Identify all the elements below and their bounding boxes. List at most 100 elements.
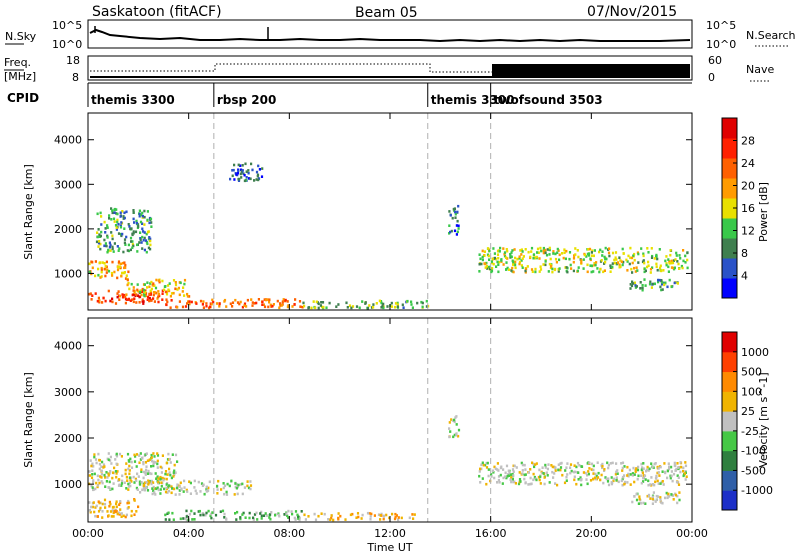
heat-cell xyxy=(668,465,671,469)
heat-cell xyxy=(120,274,123,278)
heat-cell xyxy=(665,263,668,267)
heat-cell xyxy=(152,297,155,300)
heat-cell xyxy=(239,517,242,521)
heat-cell xyxy=(664,259,667,263)
heat-cell xyxy=(609,264,612,267)
heat-cell xyxy=(136,283,139,286)
heat-cell xyxy=(499,473,502,477)
heat-cell xyxy=(377,513,381,516)
heat-cell xyxy=(369,517,372,521)
heat-cell xyxy=(576,269,579,273)
heat-cell xyxy=(127,501,131,505)
heat-cell xyxy=(564,469,567,472)
heat-cell xyxy=(603,262,606,265)
heat-cell xyxy=(96,474,99,478)
heat-cell xyxy=(549,257,552,261)
heat-cell xyxy=(268,298,271,301)
heat-cell xyxy=(240,168,243,172)
heat-cell xyxy=(577,471,580,474)
heat-cell xyxy=(665,491,668,495)
heat-cell xyxy=(582,471,585,474)
heat-cell xyxy=(94,260,97,263)
heat-cell xyxy=(131,233,134,237)
heat-cell xyxy=(230,479,233,483)
heat-cell xyxy=(490,475,493,478)
heat-cell xyxy=(111,476,114,480)
heat-cell xyxy=(660,279,663,282)
heat-cell xyxy=(478,474,481,478)
heat-cell xyxy=(665,255,668,258)
heat-cell xyxy=(157,300,160,304)
heat-cell xyxy=(631,472,634,475)
heat-cell xyxy=(137,505,140,509)
heat-cell xyxy=(514,260,517,264)
nave-trace xyxy=(90,63,492,73)
heat-cell xyxy=(142,300,145,303)
heat-cell xyxy=(106,268,109,272)
heat-cell xyxy=(131,298,134,301)
heat-cell xyxy=(264,512,267,515)
heat-cell xyxy=(639,281,642,284)
heat-cell xyxy=(598,270,601,274)
heat-cell xyxy=(107,458,110,462)
heat-cell xyxy=(457,434,460,438)
heat-cell xyxy=(544,248,547,252)
heat-cell xyxy=(128,464,131,468)
heat-cell xyxy=(141,287,144,291)
heat-cell xyxy=(123,211,126,215)
heat-cell xyxy=(104,485,107,488)
heat-cell xyxy=(511,468,515,471)
heat-cell xyxy=(642,252,645,256)
heat-cell xyxy=(133,481,136,484)
heat-cell xyxy=(487,247,490,250)
heat-cell xyxy=(543,482,546,486)
heat-cell xyxy=(330,516,333,520)
heat-cell xyxy=(261,300,264,304)
heat-cell xyxy=(601,465,604,468)
heat-cell xyxy=(222,486,225,490)
heat-cell xyxy=(348,304,352,307)
heat-cell xyxy=(643,474,647,477)
heat-cell xyxy=(631,280,634,284)
heat-cell xyxy=(544,251,547,255)
heat-cell xyxy=(539,268,543,271)
heat-cell xyxy=(199,513,202,517)
heat-cell xyxy=(199,299,203,303)
heat-cell xyxy=(592,254,595,258)
heat-cell xyxy=(128,481,131,485)
heat-cell xyxy=(604,246,607,250)
heat-cell xyxy=(149,291,153,294)
heat-cell xyxy=(649,271,652,274)
nave-tick-top: 60 xyxy=(708,54,722,67)
heat-cell xyxy=(266,514,269,517)
heat-cell xyxy=(125,462,128,465)
heat-cell xyxy=(454,216,457,219)
heat-cell xyxy=(239,483,242,486)
heat-cell xyxy=(108,245,111,249)
heat-cell xyxy=(653,462,656,466)
heat-cell xyxy=(146,489,150,492)
heat-cell xyxy=(452,435,455,439)
heat-cell xyxy=(135,465,138,468)
heat-cell xyxy=(330,514,333,517)
heat-cell xyxy=(401,303,404,307)
heat-cell xyxy=(90,476,94,479)
heat-cell xyxy=(633,473,636,476)
heat-cell xyxy=(103,220,106,224)
heat-cell xyxy=(646,494,649,498)
heat-cell xyxy=(621,483,624,487)
heat-cell xyxy=(123,238,127,241)
heat-cell xyxy=(152,462,155,465)
heat-cell xyxy=(207,509,210,513)
heat-cell xyxy=(589,479,593,482)
heat-cell xyxy=(222,482,225,485)
heat-cell xyxy=(94,506,97,509)
heat-cell xyxy=(139,452,142,455)
heat-cell xyxy=(627,472,630,476)
heat-cell xyxy=(632,466,635,470)
heat-cell xyxy=(143,209,146,213)
x-tick-label: 16:00 xyxy=(475,527,507,540)
heat-cell xyxy=(145,468,148,472)
heat-cell xyxy=(287,509,290,513)
